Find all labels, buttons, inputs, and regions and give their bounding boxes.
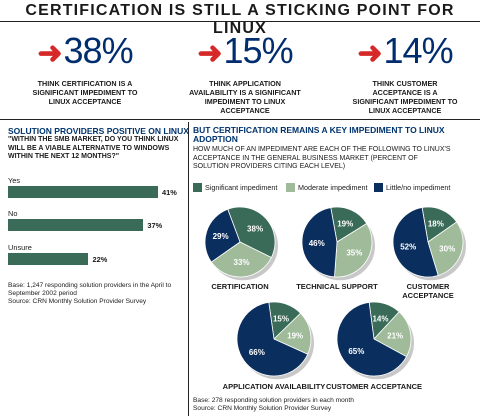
pie-title: CUSTOMER ACCEPTANCE: [402, 282, 454, 300]
bar-value-label: 37%: [147, 221, 163, 230]
pie-slice: [204, 208, 241, 263]
right-source: Source: CRN Monthly Solution Provider Su…: [193, 405, 332, 412]
pie-slice: [373, 311, 412, 358]
stat-value: 15%: [223, 30, 294, 71]
arrow-right-icon: ➜: [197, 37, 222, 70]
left-question: "WITHIN THE SMB MARKET, DO YOU THINK LIN…: [8, 136, 179, 160]
legend-item: Moderate impediment: [286, 183, 368, 192]
bar-value-label: 22%: [92, 255, 108, 264]
pie-chart: 18% 30% 52%: [392, 206, 466, 281]
left-heading: SOLUTION PROVIDERS POSITIVE ON LINUX: [8, 126, 189, 136]
bar-category-label: No: [8, 209, 18, 218]
pie-slice: [334, 222, 373, 278]
pie-slice: [427, 221, 464, 276]
pie-slice-label: 21%: [387, 332, 403, 341]
pie-slice: [330, 206, 368, 243]
pie-slice-label: 15%: [273, 315, 289, 324]
bar: [8, 186, 158, 198]
stat-certification: ➜38% THINK CERTIFICATION IS A SIGNIFICAN…: [5, 30, 165, 107]
arrow-right-icon: ➜: [357, 37, 382, 70]
title-divider: [0, 21, 480, 22]
legend-swatch: [193, 183, 202, 192]
legend-label: Moderate impediment: [298, 183, 368, 192]
legend-item: Significant impediment: [193, 183, 277, 192]
pie-slice: [210, 241, 272, 278]
right-subheading: HOW MUCH OF AN IMPEDIMENT ARE EACH OF TH…: [193, 146, 451, 170]
pie-title: APPLICATION AVAILABILITY: [222, 382, 326, 391]
legend-item: Little/no impediment: [374, 183, 450, 192]
pie-chart: 38% 33% 29%: [204, 206, 278, 281]
pie-slice: [236, 301, 309, 377]
pie-title: CUSTOMER ACCEPTANCE: [325, 382, 423, 391]
pie-slice-label: 33%: [234, 258, 250, 267]
stat-description: THINK CERTIFICATION IS A SIGNIFICANT IMP…: [32, 79, 138, 106]
pie-title: CERTIFICATION: [211, 282, 269, 291]
legend-swatch: [374, 183, 383, 192]
pie-chart: 19% 35% 46%: [301, 206, 375, 281]
pie-slice: [273, 312, 312, 355]
pie-slice-label: 52%: [400, 243, 416, 252]
stat-value: 14%: [383, 30, 454, 71]
pie-slice-label: 30%: [439, 245, 455, 254]
column-divider: [188, 122, 189, 416]
pie-slice-label: 35%: [346, 248, 362, 257]
right-footnote: Base: 278 responding solution providers …: [193, 397, 354, 413]
page-title: CERTIFICATION IS STILL A STICKING POINT …: [25, 2, 455, 37]
pie-slice-label: 19%: [287, 331, 303, 340]
legend-swatch: [286, 183, 295, 192]
pie-slice: [421, 206, 458, 243]
pie-slice: [301, 207, 338, 278]
stat-description: THINK APPLICATION AVAILABILITY IS A SIGN…: [189, 79, 301, 115]
stat-description: THINK CUSTOMER ACCEPTANCE IS A SIGNIFICA…: [352, 79, 458, 115]
pie-slice-label: 46%: [309, 239, 325, 248]
pie-slice-label: 18%: [428, 219, 444, 228]
stat-value: 38%: [63, 30, 134, 71]
bar-category-label: Unsure: [8, 243, 32, 252]
bar-value-label: 41%: [162, 188, 177, 197]
left-footnote: Base: 1,247 responding solution provider…: [8, 282, 188, 306]
legend-label: Significant impediment: [205, 183, 278, 192]
pie-slice-label: 38%: [247, 224, 263, 233]
left-base: Base: 1,247 responding solution provider…: [8, 282, 172, 297]
pie-slice: [227, 206, 276, 259]
stat-application-availability: ➜15% THINK APPLICATION AVAILABILITY IS A…: [165, 30, 325, 116]
right-heading: BUT CERTIFICATION REMAINS A KEY IMPEDIME…: [193, 125, 445, 144]
legend-label: Little/no impediment: [386, 183, 451, 192]
bar: [8, 219, 144, 231]
section-divider: [0, 119, 480, 120]
bar: [8, 253, 89, 265]
pie-slice: [336, 301, 408, 377]
pie-slice-label: 65%: [348, 347, 364, 356]
pie-slice-label: 66%: [249, 348, 265, 357]
pie-slice-label: 14%: [372, 315, 388, 324]
right-base: Base: 278 responding solution providers …: [193, 397, 354, 404]
left-source: Source: CRN Monthly Solution Provider Su…: [8, 298, 147, 305]
stat-customer-acceptance: ➜14% THINK CUSTOMER ACCEPTANCE IS A SIGN…: [325, 30, 480, 116]
pie-slice-label: 19%: [337, 219, 353, 228]
pie-title: TECHNICAL SUPPORT: [296, 282, 378, 291]
arrow-right-icon: ➜: [37, 37, 62, 70]
pie-slice: [392, 207, 439, 278]
pie-chart: 15% 19% 66%: [236, 301, 314, 380]
pie-chart: 14% 21% 65%: [336, 301, 414, 380]
bar-category-label: Yes: [8, 176, 21, 185]
pie-slice-label: 29%: [213, 232, 229, 241]
